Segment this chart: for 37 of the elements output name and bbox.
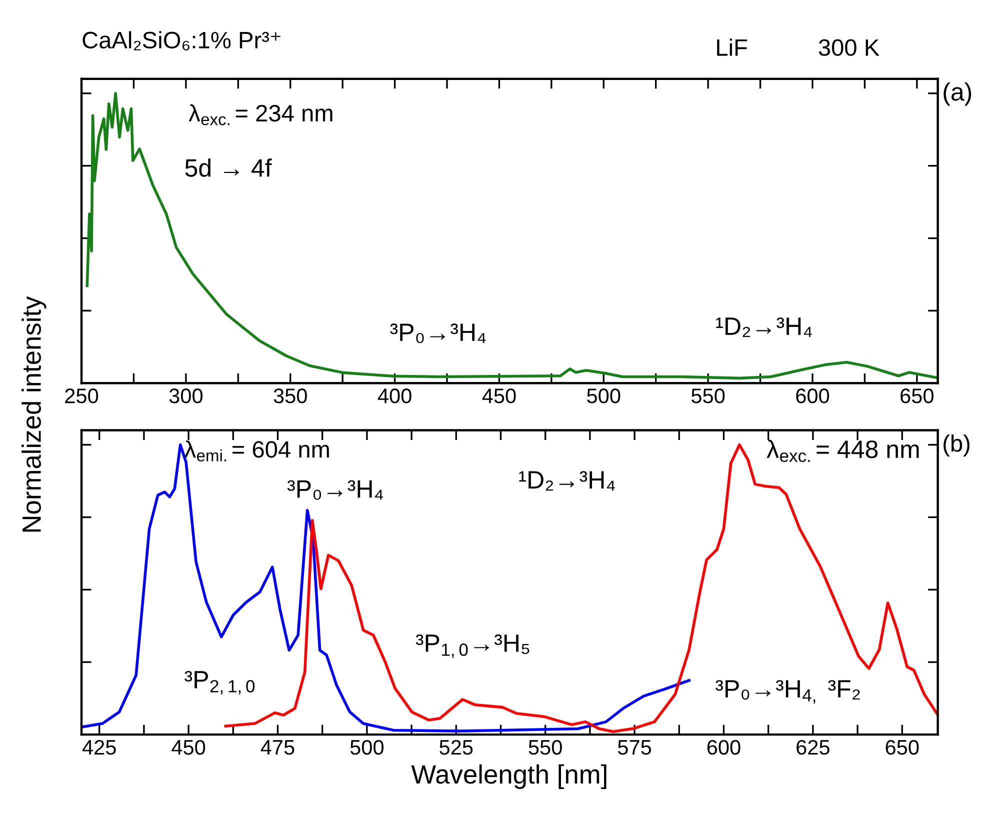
x-axis-title: Wavelength [nm] — [411, 764, 606, 789]
x-tick-label: 575 — [618, 740, 652, 755]
x-tick-label: 400 — [378, 388, 412, 404]
text: (b) — [944, 434, 970, 456]
text: (a) — [944, 82, 972, 106]
x-tick-label: 425 — [82, 740, 116, 755]
x-tick-label: 250 — [65, 388, 98, 404]
x-tick-label: 525 — [440, 740, 473, 755]
annotation: ³P$_{1,0}$→³H₅ — [416, 634, 530, 658]
x-tick-label: 600 — [796, 388, 830, 404]
annotation: ³P$_{2,1,0}$ — [184, 670, 255, 694]
annotation: ³P₀→³H₄ — [287, 480, 384, 500]
x-tick-label: 475 — [260, 740, 294, 755]
x-tick-label: 300 — [169, 388, 202, 404]
x-tick-label: 650 — [886, 740, 919, 755]
x-tick-label: 350 — [274, 388, 307, 404]
x-tick-label: 625 — [796, 740, 830, 755]
x-tick-label: 500 — [350, 740, 384, 755]
x-tick-label: 650 — [900, 388, 934, 404]
annotation: λ$_{exc.}$= 234 nm — [188, 104, 332, 126]
annotation: ¹D₂→³H₄ — [716, 317, 812, 337]
x-tick-label: 600 — [707, 740, 740, 755]
annotation: λ$_{emi.}$= 604 nm — [184, 440, 329, 462]
text: 300 K — [818, 39, 880, 56]
x-tick-label: 450 — [482, 388, 516, 404]
y-axis-title: Normalized intensity — [22, 296, 46, 532]
annotation: ³P₀→³H$_{4,}$ ³F₂ — [716, 680, 860, 704]
annotation: ³P₀→³H₄ — [390, 324, 486, 344]
annotation: 5d → 4f — [185, 158, 272, 177]
x-tick-label: 550 — [528, 740, 562, 755]
x-tick-label: 450 — [172, 740, 206, 755]
chart-title: CaAl₂SiO₆:1% Pr³⁺ — [82, 31, 280, 50]
text: LiF — [717, 38, 748, 56]
annotation: λ$_{exc.}$= 448 nm — [766, 440, 919, 462]
annotation: ¹D₂→³H₄ — [519, 471, 615, 491]
x-tick-label: 500 — [587, 388, 620, 404]
x-tick-label: 550 — [692, 388, 725, 404]
